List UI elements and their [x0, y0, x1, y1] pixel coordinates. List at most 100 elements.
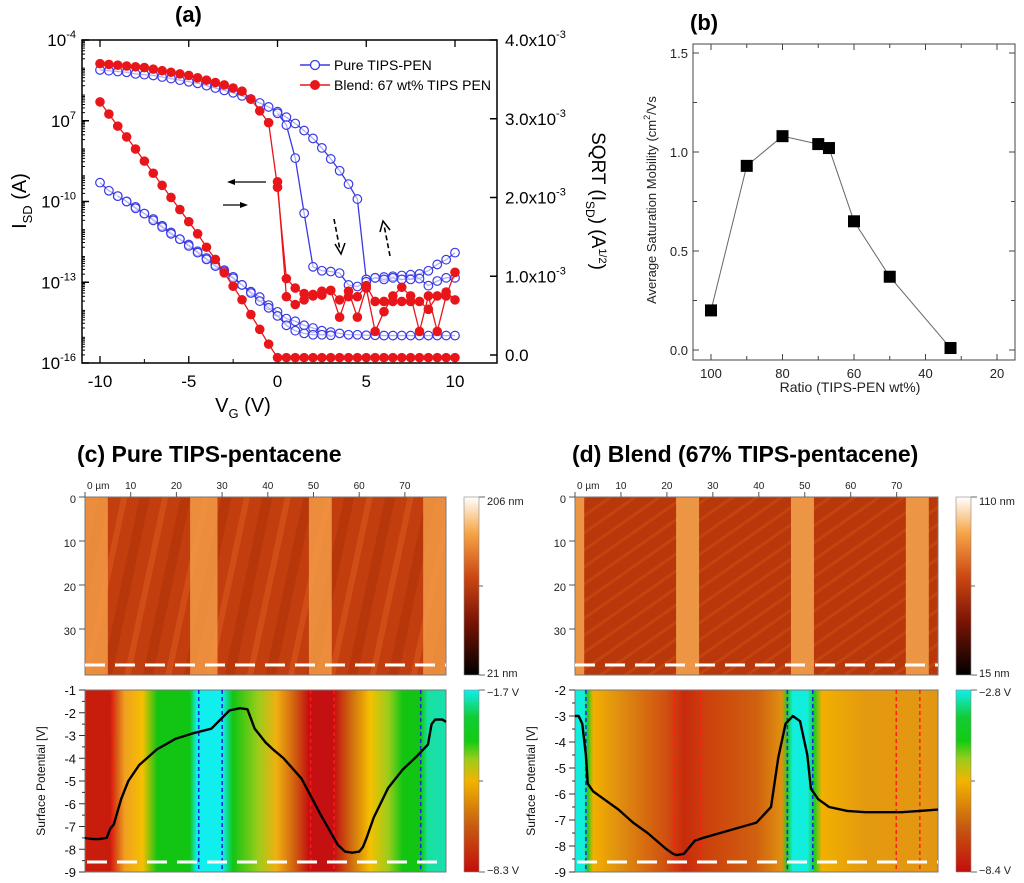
data-point-filled: [281, 273, 292, 284]
y-tick-label: 10-10: [41, 191, 76, 212]
data-point-open: [272, 108, 283, 119]
afm-colorbar-max-label: 110 nm: [979, 496, 1015, 508]
data-point-open: [414, 273, 425, 284]
data-point-filled: [325, 352, 336, 363]
data-point-open: [379, 274, 389, 285]
y2-tick-label: 3.0x10-3: [505, 108, 566, 129]
data-point-open: [308, 133, 318, 144]
data-point-filled: [148, 168, 159, 179]
kpfm-y-tick-label: -7: [554, 813, 566, 828]
afm-electrode-band: [905, 497, 929, 675]
data-point-filled: [325, 285, 336, 296]
data-point-open: [183, 241, 194, 251]
data-point-open: [157, 222, 168, 232]
data-point-filled: [388, 296, 398, 307]
data-point-filled: [290, 299, 301, 310]
panel-c-title: (c) Pure TIPS-pentacene: [77, 441, 342, 467]
data-point-filled: [432, 326, 443, 337]
data-point-square: [776, 130, 789, 143]
kpfm-y-tick-label: -5: [64, 774, 76, 789]
data-point-filled: [263, 339, 274, 349]
panel-a-y2-axis-title: SQRT (ISD) (A1/2): [583, 132, 608, 270]
data-point-filled: [414, 296, 425, 307]
data-point-open: [201, 254, 212, 265]
data-point-square: [883, 270, 896, 283]
data-point-filled: [237, 294, 247, 305]
data-point-filled: [246, 309, 256, 320]
data-point-square: [740, 159, 753, 172]
x-tick-label: 60: [847, 366, 861, 381]
data-point-open: [139, 208, 150, 219]
data-point-open: [441, 272, 452, 283]
data-point-filled: [263, 117, 274, 128]
data-point-filled: [343, 291, 354, 302]
data-point-open: [405, 330, 416, 341]
legend-label-pure: Pure TIPS-PEN: [334, 57, 432, 73]
kpfm-colorbar-min-label: −8.3 V: [487, 865, 520, 877]
panel-d-title: (d) Blend (67% TIPS-pentacene): [572, 441, 918, 467]
data-point-filled: [405, 296, 416, 307]
data-point-square: [812, 138, 825, 151]
data-point-open: [325, 266, 336, 277]
data-point-open: [450, 247, 460, 258]
kpfm-y-tick-label: -3: [64, 729, 76, 744]
data-point-open: [166, 228, 176, 239]
afm-electrode-band: [308, 497, 332, 675]
panel-c-pure-tips-pentacene: (c) Pure TIPS-pentacene 0 µm 10 20 30 40 50 60…: [34, 441, 524, 880]
data-point-open: [405, 274, 416, 285]
kpfm-colorbar-min-label: −8.4 V: [979, 865, 1012, 877]
data-point-filled: [130, 61, 141, 72]
kpfm-y-tick-label: -4: [554, 735, 566, 750]
data-point-filled: [219, 268, 230, 278]
y-tick-label: 1.5: [670, 46, 688, 61]
data-point-open: [361, 330, 372, 341]
y2-tick-label: 2.0x10-3: [505, 187, 566, 208]
y-tick-label: 10-16: [41, 352, 76, 373]
data-point-filled: [370, 296, 380, 307]
y-tick-label: 0.5: [670, 244, 688, 259]
data-point-filled: [130, 144, 141, 154]
data-point-open: [370, 272, 381, 283]
kpfm-colorbar: [955, 689, 972, 873]
data-point-filled: [450, 295, 460, 305]
data-point-filled: [290, 283, 301, 293]
data-point-filled: [414, 352, 425, 363]
data-point-open: [441, 330, 452, 341]
data-point-filled: [254, 324, 265, 335]
panel-a-transfer-chart: (a) -10 -5 0 5 10 10-4 107 10-10 10-13 10-16 4.0x1…: [9, 2, 608, 421]
data-point-filled: [379, 306, 389, 317]
data-point-filled: [290, 352, 301, 363]
data-point-filled: [334, 312, 345, 323]
data-point-open: [245, 288, 256, 298]
data-point-open: [441, 254, 452, 265]
data-point-filled: [121, 61, 132, 71]
data-point-open: [343, 329, 354, 340]
data-point-open: [299, 125, 310, 136]
data-point-open: [379, 330, 389, 341]
data-point-filled: [166, 192, 176, 203]
data-point-filled: [95, 58, 105, 69]
y2-tick-label: 0.0: [505, 346, 529, 365]
data-point-filled: [175, 69, 185, 79]
x-tick-label: 80: [775, 366, 789, 381]
panel-a-legend: Pure TIPS-PEN Blend: 67 wt% TIPS PEN: [300, 57, 491, 93]
data-point-filled: [254, 106, 265, 116]
data-point-open: [299, 320, 310, 331]
data-point-square: [705, 304, 717, 317]
data-point-filled: [228, 281, 238, 292]
data-point-filled: [361, 352, 372, 363]
dashed-arrow-up-icon: [379, 219, 391, 257]
data-point-filled: [334, 352, 345, 363]
data-point-filled: [183, 70, 194, 81]
kpfm-y-tick-label: -8: [554, 839, 566, 854]
data-point-open: [423, 280, 434, 291]
data-point-open: [290, 316, 301, 327]
data-point-open: [130, 203, 141, 214]
kpfm-image: [85, 690, 446, 872]
data-point-open: [316, 329, 327, 340]
data-point-filled: [361, 280, 372, 291]
y2-tick-label: 4.0x10-3: [505, 29, 566, 50]
data-point-open: [334, 328, 345, 339]
data-point-filled: [210, 77, 221, 88]
data-point-open: [174, 234, 185, 245]
